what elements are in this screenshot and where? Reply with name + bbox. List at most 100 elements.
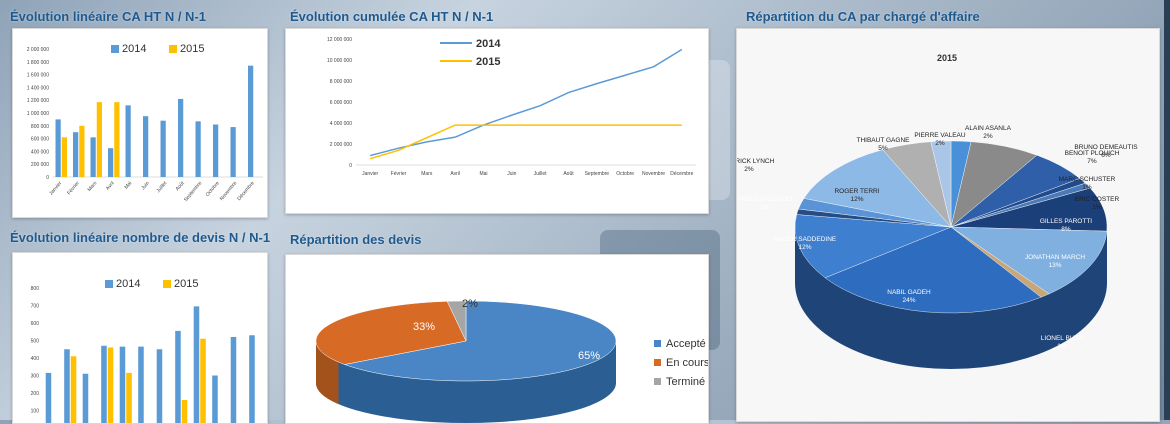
line-series-2015 <box>369 124 682 160</box>
legend-swatch-1 <box>654 359 661 366</box>
bar-2015-3 <box>114 102 120 177</box>
slice-label-1: BENOIT PLOUICH 7% <box>1065 150 1120 165</box>
bar-2014-10 <box>230 127 236 177</box>
y-tick-label: 400 <box>31 356 40 362</box>
slice-pct-5: 8% <box>1061 226 1071 233</box>
bar-2014-1 <box>73 132 79 177</box>
data-label-encours: 33% <box>413 321 435 333</box>
pie-slice-2 <box>446 300 467 342</box>
x-tick-label: Juillet <box>155 180 168 194</box>
x-tick-label: Août <box>563 171 574 177</box>
bar-2015-4 <box>126 372 132 423</box>
x-tick-label: Décembre <box>236 180 256 202</box>
bar-2015-8 <box>200 338 206 423</box>
slice-name-2: BRUNO DEMEAUTIS <box>1074 144 1138 151</box>
slice-label-5: GILLES PAROTTI 8% <box>1040 218 1092 233</box>
title-cum-ca: Évolution cumulée CA HT N / N-1 <box>290 9 494 24</box>
bar-2015-3 <box>107 347 114 423</box>
bar-2014-6 <box>156 349 163 423</box>
chart-rep-devis[interactable]: 65% 33% 2% Accepté En cours Terminé <box>285 254 709 424</box>
y-tick-label: 2 000 000 <box>330 142 352 148</box>
slice-name-9: NACER SADDEDINE <box>774 236 837 243</box>
slice-name-11: PATRICK LYNCH <box>737 158 775 165</box>
window-edge <box>1164 0 1170 420</box>
legend-label-2015: 2015 <box>180 43 204 55</box>
x-tick-label: Octobre <box>205 180 221 198</box>
slice-label-3: MARC SCHUSTER 1% <box>1059 176 1116 191</box>
pie-slice-0 <box>343 300 617 382</box>
slice-label-8: NABIL GADEH 24% <box>887 289 931 304</box>
x-tick-label: Février <box>391 171 407 177</box>
chart-rep-ca[interactable]: 2015 ALAIN ASANLA 2% BENOIT PLOUICH 7% BRUNO … <box>736 28 1160 422</box>
chart-title: 2015 <box>937 53 957 63</box>
slice-label-9: NACER SADDEDINE 12% <box>774 236 837 251</box>
bar-2014-3 <box>108 148 114 177</box>
y-tick-label: 1 200 000 <box>27 98 49 104</box>
bar-2014-4 <box>125 105 131 177</box>
pie-slice-12 <box>803 149 952 228</box>
y-tick-label: 2 000 000 <box>27 47 49 53</box>
slice-name-6: JONATHAN MARCH <box>1025 254 1085 261</box>
data-label-termine: 2% <box>462 298 478 310</box>
bar-2014-10 <box>230 337 237 423</box>
x-tick-label: Février <box>66 180 81 196</box>
bar-2014-4 <box>119 346 126 423</box>
x-tick-label: Octobre <box>616 171 634 177</box>
y-tick-label: 600 <box>31 321 40 327</box>
y-tick-label: 200 <box>31 391 40 397</box>
y-tick-label: 1 400 000 <box>27 85 49 91</box>
legend-label-2014: 2014 <box>116 278 140 290</box>
x-tick-label: Novembre <box>642 171 665 177</box>
x-tick-label: Décembre <box>670 171 693 177</box>
legend-label-2014: 2014 <box>122 43 146 55</box>
bar-2014-6 <box>160 120 166 177</box>
chart-lin-devis[interactable]: 100 200 300 400 500 600 700 800 2014 2015 <box>12 252 268 424</box>
title-rep-ca: Répartition du CA par chargé d'affaire <box>746 9 980 24</box>
bar-2014-0 <box>55 119 61 177</box>
bar-2015-1 <box>70 356 77 423</box>
bar-2015-0 <box>61 137 67 177</box>
line-series-2014 <box>369 48 683 157</box>
y-tick-label: 100 <box>31 409 40 415</box>
slice-name-3: MARC SCHUSTER <box>1059 176 1116 183</box>
legend-label-1: En cours <box>666 357 708 369</box>
legend-label-2015: 2015 <box>476 56 500 68</box>
slice-pct-7: 1% <box>1057 343 1067 350</box>
bar-2014-2 <box>90 137 96 177</box>
bar-2014-9 <box>212 375 218 423</box>
legend-label-0: Accepté <box>666 338 706 350</box>
slice-pct-4: 1% <box>1092 204 1102 211</box>
slice-name-7: LIONEL BUSS <box>1041 335 1084 342</box>
legend-swatch-2014 <box>105 280 113 288</box>
rep-devis-chart-svg: 65% 33% 2% Accepté En cours Terminé <box>315 298 708 423</box>
chart-lin-ca[interactable]: 0 200 000 400 000 600 000 800 000 1 000 000 1 … <box>12 28 268 218</box>
legend-label-2014: 2014 <box>476 38 501 50</box>
y-tick-label: 0 <box>46 175 49 181</box>
x-tick-label: Novembre <box>219 180 239 202</box>
slice-label-7: LIONEL BUSS 1% <box>1041 335 1084 350</box>
x-tick-label: Juin <box>507 171 516 177</box>
slice-name-1: BENOIT PLOUICH <box>1065 150 1120 157</box>
y-tick-label: 500 <box>31 339 40 345</box>
slice-pct-0: 2% <box>983 133 993 140</box>
cum-ca-chart-svg: 0 2 000 000 4 000 000 6 000 000 8 000 000 10 … <box>327 37 696 177</box>
x-tick-label: Janvier <box>48 180 63 196</box>
y-tick-label: 400 000 <box>31 149 49 155</box>
x-tick-label: Avril <box>105 180 116 191</box>
bar-2014-1 <box>64 349 70 423</box>
bar-2014-7 <box>178 98 184 177</box>
x-tick-label: Mai <box>124 180 134 190</box>
slice-name-5: GILLES PAROTTI <box>1040 218 1092 225</box>
title-lin-ca: Évolution linéaire CA HT N / N-1 <box>10 9 206 24</box>
slice-label-6: JONATHAN MARCH 13% <box>1025 254 1085 269</box>
slice-label-4: ERIC COSTER 1% <box>1075 196 1120 211</box>
legend-label-2: Terminé <box>666 376 705 388</box>
y-tick-label: 600 000 <box>31 137 49 143</box>
slice-label-13: THIBAUT GAGNE 5% <box>857 137 911 152</box>
y-tick-label: 700 <box>31 304 40 310</box>
bar-2014-5 <box>143 116 149 177</box>
slice-pct-3: 1% <box>1082 184 1092 191</box>
title-lin-devis: Évolution linéaire nombre de devis N / N… <box>10 230 271 245</box>
chart-cum-ca[interactable]: 0 2 000 000 4 000 000 6 000 000 8 000 000 10 … <box>285 28 709 214</box>
